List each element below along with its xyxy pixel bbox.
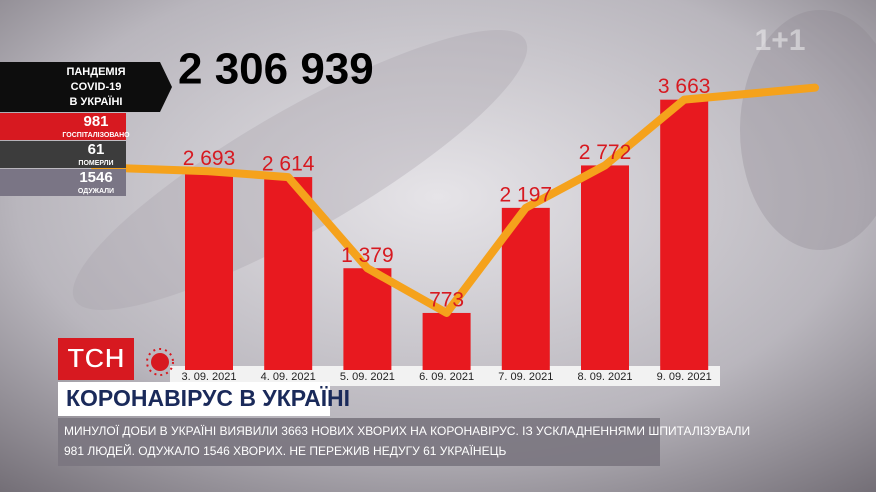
x-tick-label: 5. 09. 2021 bbox=[340, 371, 395, 383]
x-tick-label: 3. 09. 2021 bbox=[181, 371, 236, 383]
trend-line bbox=[208, 96, 687, 317]
date-strip bbox=[170, 366, 720, 386]
ticker-box bbox=[58, 418, 660, 466]
stat-label: ПОМЕРЛИ bbox=[78, 160, 113, 167]
channel-logo: 1+1 bbox=[755, 24, 806, 57]
bg-shape bbox=[740, 10, 876, 250]
virus-icon bbox=[151, 353, 169, 371]
total: 2 306 939 bbox=[178, 45, 374, 94]
headline-box bbox=[58, 382, 330, 416]
x-tick-label: 7. 09. 2021 bbox=[498, 371, 553, 383]
value-label: 2 197 bbox=[500, 183, 553, 206]
x-tick-label: 9. 09. 2021 bbox=[657, 371, 712, 383]
logo: ТСН bbox=[67, 342, 125, 373]
value-label: 3 663 bbox=[658, 75, 711, 98]
bar bbox=[343, 268, 392, 370]
bar bbox=[581, 165, 629, 370]
x-tick-label: 8. 09. 2021 bbox=[577, 371, 632, 383]
panel-title: В УКРАЇНІ bbox=[70, 95, 123, 108]
headline: КОРОНАВІРУС В УКРАЇНІ bbox=[66, 385, 350, 411]
value-label: 1 379 bbox=[341, 244, 394, 267]
bar bbox=[660, 99, 709, 371]
panel-title: ПАНДЕМІЯ bbox=[66, 66, 125, 78]
value-label: 2 693 bbox=[183, 147, 236, 170]
virus-icon bbox=[146, 348, 174, 376]
x-tick-label: 6. 09. 2021 bbox=[419, 371, 474, 383]
stat-box bbox=[0, 141, 126, 168]
chart: 3. 09. 2021 4. 09. 2021 5. 09. 2021 6. 09. … bbox=[91, 75, 819, 383]
trend-extension bbox=[680, 83, 819, 104]
stat-value: 981 bbox=[83, 113, 108, 130]
bar bbox=[185, 171, 233, 370]
bar bbox=[264, 177, 313, 370]
stat-label: ГОСПІТАЛІЗОВАНО bbox=[62, 132, 130, 139]
ticker-line: МИНУЛОЇ ДОБИ В УКРАЇНІ ВИЯВИЛИ 3663 НОВИ… bbox=[64, 424, 750, 438]
stat-box bbox=[0, 113, 126, 140]
ticker-line: 981 ЛЮДЕЙ. ОДУЖАЛО 1546 ХВОРИХ. НЕ ПЕРЕЖ… bbox=[64, 443, 506, 458]
panel-title-box bbox=[0, 62, 172, 112]
value-label: 2 772 bbox=[579, 141, 632, 164]
bar bbox=[422, 312, 471, 370]
stat-box bbox=[0, 169, 126, 196]
x-tick-label: 4. 09. 2021 bbox=[261, 371, 316, 383]
stat-label: ОДУЖАЛИ bbox=[78, 188, 114, 195]
stat-value: 61 bbox=[88, 141, 105, 158]
panel-title: COVID-19 bbox=[71, 81, 122, 93]
logo-box bbox=[58, 338, 134, 380]
value-label: 2 614 bbox=[262, 153, 315, 176]
value-label: 773 bbox=[429, 288, 464, 311]
stat-value: 1546 bbox=[79, 169, 112, 186]
